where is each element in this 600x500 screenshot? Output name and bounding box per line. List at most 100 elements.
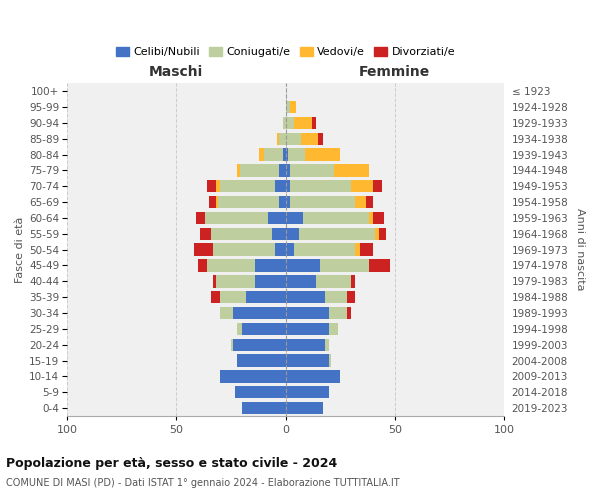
Bar [239, 164, 279, 176]
Bar [334, 164, 368, 176]
Bar [373, 180, 382, 192]
Bar [286, 117, 294, 129]
Bar [286, 101, 290, 114]
Bar [277, 132, 279, 145]
Bar [318, 132, 323, 145]
Text: Maschi: Maschi [149, 64, 203, 78]
Bar [283, 117, 286, 129]
Bar [218, 196, 279, 208]
Bar [194, 244, 214, 256]
Bar [286, 307, 329, 319]
Bar [286, 244, 294, 256]
Bar [286, 180, 290, 192]
Bar [286, 260, 320, 272]
Bar [205, 212, 268, 224]
Bar [207, 180, 215, 192]
Bar [301, 132, 318, 145]
Bar [275, 244, 286, 256]
Bar [286, 228, 299, 240]
Bar [214, 244, 275, 256]
Bar [268, 212, 286, 224]
Text: COMUNE DI MASI (PD) - Dati ISTAT 1° gennaio 2024 - Elaborazione TUTTITALIA.IT: COMUNE DI MASI (PD) - Dati ISTAT 1° genn… [6, 478, 400, 488]
Bar [286, 354, 329, 366]
Bar [255, 260, 286, 272]
Bar [283, 148, 286, 161]
Y-axis label: Fasce di età: Fasce di età [15, 216, 25, 283]
Bar [220, 370, 286, 382]
Bar [255, 275, 286, 287]
Bar [196, 212, 205, 224]
Bar [233, 338, 286, 351]
Bar [286, 402, 323, 414]
Bar [347, 291, 355, 304]
Bar [375, 228, 379, 240]
Bar [215, 180, 220, 192]
Bar [312, 117, 316, 129]
Bar [246, 291, 286, 304]
Bar [235, 386, 286, 398]
Bar [242, 402, 286, 414]
Bar [316, 275, 351, 287]
Bar [286, 322, 329, 335]
Bar [305, 148, 340, 161]
Text: Femmine: Femmine [359, 64, 430, 78]
Bar [263, 148, 283, 161]
Bar [286, 148, 287, 161]
Bar [347, 307, 351, 319]
Bar [355, 244, 360, 256]
Bar [325, 338, 329, 351]
Bar [238, 164, 239, 176]
Bar [329, 322, 338, 335]
Bar [211, 228, 272, 240]
Bar [231, 338, 233, 351]
Bar [368, 260, 391, 272]
Bar [211, 291, 220, 304]
Bar [233, 307, 286, 319]
Bar [220, 307, 233, 319]
Bar [355, 196, 367, 208]
Bar [286, 132, 301, 145]
Bar [368, 212, 373, 224]
Bar [198, 260, 207, 272]
Bar [286, 338, 325, 351]
Bar [242, 322, 286, 335]
Bar [303, 212, 368, 224]
Bar [286, 386, 329, 398]
Bar [351, 275, 355, 287]
Bar [373, 212, 384, 224]
Bar [286, 212, 303, 224]
Bar [272, 228, 286, 240]
Bar [279, 164, 286, 176]
Bar [238, 322, 242, 335]
Bar [290, 101, 296, 114]
Text: Popolazione per età, sesso e stato civile - 2024: Popolazione per età, sesso e stato civil… [6, 458, 337, 470]
Bar [279, 132, 286, 145]
Y-axis label: Anni di nascita: Anni di nascita [575, 208, 585, 291]
Bar [290, 180, 351, 192]
Bar [367, 196, 373, 208]
Bar [238, 354, 286, 366]
Bar [207, 260, 255, 272]
Bar [286, 275, 316, 287]
Legend: Celibi/Nubili, Coniugati/e, Vedovi/e, Divorziati/e: Celibi/Nubili, Coniugati/e, Vedovi/e, Di… [111, 42, 460, 62]
Bar [214, 275, 215, 287]
Bar [286, 370, 340, 382]
Bar [200, 228, 211, 240]
Bar [259, 148, 263, 161]
Bar [220, 180, 275, 192]
Bar [329, 354, 331, 366]
Bar [299, 228, 375, 240]
Bar [286, 164, 290, 176]
Bar [279, 196, 286, 208]
Bar [320, 260, 368, 272]
Bar [290, 164, 334, 176]
Bar [287, 148, 305, 161]
Bar [215, 196, 218, 208]
Bar [286, 196, 290, 208]
Bar [209, 196, 215, 208]
Bar [294, 117, 312, 129]
Bar [215, 275, 255, 287]
Bar [379, 228, 386, 240]
Bar [290, 196, 355, 208]
Bar [360, 244, 373, 256]
